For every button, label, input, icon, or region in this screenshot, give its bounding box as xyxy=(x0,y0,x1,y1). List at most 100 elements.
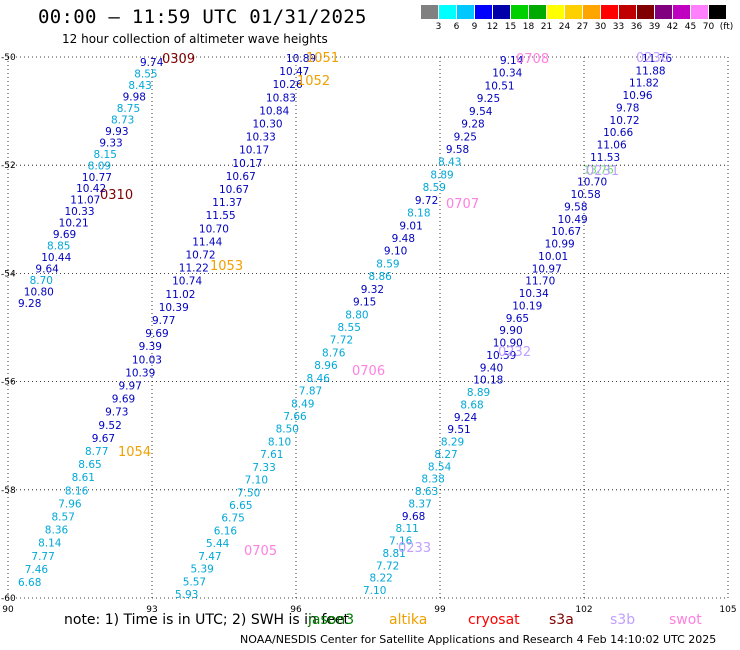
swh-value: 9.69 xyxy=(112,394,135,406)
pass-label: 0706 xyxy=(352,364,385,379)
swh-value: 8.36 xyxy=(45,525,69,537)
swh-value: 8.29 xyxy=(441,437,464,449)
swh-value: 8.55 xyxy=(134,68,157,80)
legend-label: 12 xyxy=(486,22,499,32)
satellite-name: s3b xyxy=(610,612,636,628)
swh-value: 8.11 xyxy=(395,523,418,535)
swh-value: 8.76 xyxy=(322,347,346,359)
swh-value: 10.83 xyxy=(266,92,296,104)
swh-value: 9.77 xyxy=(152,315,175,327)
swh-value: 9.24 xyxy=(454,412,478,424)
swh-value: 10.47 xyxy=(279,66,309,78)
swh-value: 10.30 xyxy=(253,119,283,131)
swh-value: 8.80 xyxy=(345,309,368,321)
swh-value: 8.75 xyxy=(117,103,140,115)
swh-value: 10.59 xyxy=(486,350,516,362)
swh-value: 11.06 xyxy=(597,140,627,152)
swh-value: 8.16 xyxy=(65,485,89,497)
chart-subtitle: 12 hour collection of altimeter wave hei… xyxy=(62,32,328,46)
pass-label: 0231 xyxy=(586,164,619,179)
swh-value: 9.40 xyxy=(480,362,503,374)
swh-value: 8.65 xyxy=(78,459,101,471)
swh-value: 11.53 xyxy=(590,152,620,164)
swh-value: 10.77 xyxy=(82,172,112,184)
swh-value: 8.59 xyxy=(376,258,399,270)
lon-tick-label: 93 xyxy=(146,605,157,615)
swh-value: 9.52 xyxy=(98,420,121,432)
swh-value: 5.93 xyxy=(175,589,198,601)
swh-value: 7.96 xyxy=(58,498,82,510)
swh-value: 8.73 xyxy=(111,114,134,126)
legend-swatch xyxy=(565,5,582,19)
lat-tick-label: -58 xyxy=(1,486,16,496)
swh-value: 7.10 xyxy=(363,585,386,597)
pass-label: 0232 xyxy=(498,345,531,360)
satellite-name: s3a xyxy=(549,612,574,628)
swh-value: 7.72 xyxy=(330,335,353,347)
swh-value: 8.50 xyxy=(276,424,299,436)
swh-value: 10.21 xyxy=(59,218,89,230)
pass-label: 0708 xyxy=(516,52,549,67)
swh-value: 9.67 xyxy=(92,433,115,445)
legend-swatch xyxy=(583,5,600,19)
swh-value: 11.07 xyxy=(70,195,100,207)
swh-value: 10.17 xyxy=(232,158,262,170)
swh-value: 10.39 xyxy=(125,367,155,379)
legend-label: 9 xyxy=(471,22,478,32)
swh-value: 10.34 xyxy=(492,68,522,80)
legend-label: 33 xyxy=(612,22,625,32)
swh-value: 10.42 xyxy=(76,183,106,195)
legend-label: 36 xyxy=(630,22,643,32)
swh-value: 10.34 xyxy=(519,288,549,300)
swh-value: 10.70 xyxy=(577,177,607,189)
swh-value: 8.89 xyxy=(430,169,453,181)
swh-value: 9.90 xyxy=(499,325,522,337)
footer-credit: NOAA/NESDIS Center for Satellite Applica… xyxy=(240,633,717,646)
swh-value: 9.25 xyxy=(454,131,477,143)
lat-tick-label: -54 xyxy=(1,269,16,279)
swh-value: 8.54 xyxy=(428,461,452,473)
swh-value: 8.22 xyxy=(369,573,392,585)
swh-value: 10.89 xyxy=(286,53,316,65)
swh-value: 5.57 xyxy=(183,576,206,588)
swh-value: 9.32 xyxy=(361,284,384,296)
swh-value: 10.18 xyxy=(473,375,503,387)
swh-value: 10.33 xyxy=(246,132,276,144)
satellite-name: swot xyxy=(669,612,702,628)
swh-value: 11.55 xyxy=(206,210,236,222)
legend-swatch xyxy=(475,5,492,19)
swh-value: 9.14 xyxy=(500,55,524,67)
swh-value: 10.39 xyxy=(159,302,189,314)
swh-value: 7.16 xyxy=(389,536,413,548)
swh-value: 9.58 xyxy=(446,144,469,156)
swh-value: 10.72 xyxy=(186,250,216,262)
swh-value: 8.37 xyxy=(408,498,431,510)
lat-tick-label: -50 xyxy=(1,53,16,63)
legend-label: 24 xyxy=(558,22,571,32)
legend-swatch xyxy=(547,5,564,19)
legend-label: 27 xyxy=(576,22,589,32)
swh-value: 9.64 xyxy=(35,264,59,276)
swh-value: 9.25 xyxy=(477,93,500,105)
swh-value: 7.87 xyxy=(299,386,322,398)
legend-swatch xyxy=(439,5,456,19)
swh-value: 10.49 xyxy=(558,214,588,226)
pass-label: 1053 xyxy=(210,259,243,274)
pass-label: 0233 xyxy=(398,541,431,556)
swh-value: 8.86 xyxy=(368,271,392,283)
swh-value: 9.48 xyxy=(392,233,415,245)
legend-label: 42 xyxy=(666,22,679,32)
pass-labels: 0309 0310 1051 1052 1053 1054 0708 0707 0706 0705… xyxy=(100,51,669,559)
swh-value: 8.49 xyxy=(291,398,314,410)
swh-value: 9.33 xyxy=(99,137,122,149)
satellite-name: jason3 xyxy=(308,612,355,628)
swh-value: 7.61 xyxy=(260,449,283,461)
swh-value: 7.50 xyxy=(237,487,260,499)
swh-value: 9.51 xyxy=(447,424,470,436)
swh-value: 9.73 xyxy=(105,407,128,419)
swh-value: 10.19 xyxy=(512,300,542,312)
swh-value: 8.18 xyxy=(407,208,430,220)
swh-value: 11.37 xyxy=(212,197,242,209)
swh-value: 7.47 xyxy=(198,551,221,563)
swh-value: 8.43 xyxy=(128,80,151,92)
